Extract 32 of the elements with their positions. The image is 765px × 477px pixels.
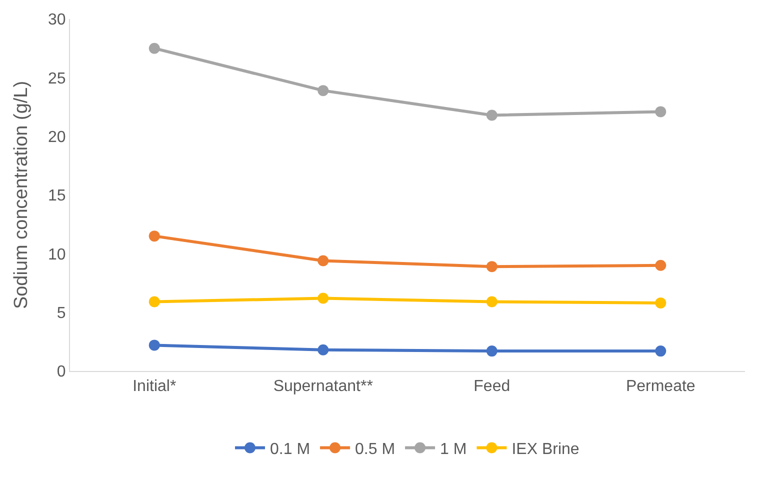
y-axis-title: Sodium concentration (g/L) — [10, 80, 32, 310]
x-tick-label: Feed — [474, 378, 510, 396]
point — [655, 106, 666, 118]
point — [486, 346, 498, 357]
x-tick-label: Permeate — [626, 378, 696, 396]
point — [148, 296, 160, 308]
y-tick-label: 20 — [48, 128, 66, 146]
point — [318, 344, 329, 356]
y-tick-label: 5 — [56, 304, 66, 322]
legend-label: 0.1 M — [270, 440, 310, 458]
point — [486, 110, 498, 121]
y-tick-label: 0 — [56, 364, 66, 381]
point — [148, 42, 160, 54]
legend-label: IEX Brine — [512, 440, 580, 458]
x-tick-label: Initial* — [132, 378, 176, 396]
point — [148, 230, 160, 242]
point — [318, 255, 329, 266]
y-tick-label: 15 — [48, 188, 66, 205]
point — [655, 297, 666, 308]
point — [655, 346, 666, 357]
legend-label: 1 M — [440, 440, 467, 458]
x-tick-label: Supernatant** — [273, 378, 373, 396]
y-tick-label: 30 — [48, 12, 66, 29]
point — [655, 260, 666, 271]
point — [318, 85, 329, 96]
y-tick-label: 10 — [48, 246, 66, 264]
point — [148, 340, 160, 351]
point — [318, 292, 329, 304]
y-tick-label: 25 — [48, 70, 66, 88]
point — [486, 261, 498, 272]
point — [486, 296, 498, 308]
legend-label: 0.5 M — [355, 440, 396, 458]
